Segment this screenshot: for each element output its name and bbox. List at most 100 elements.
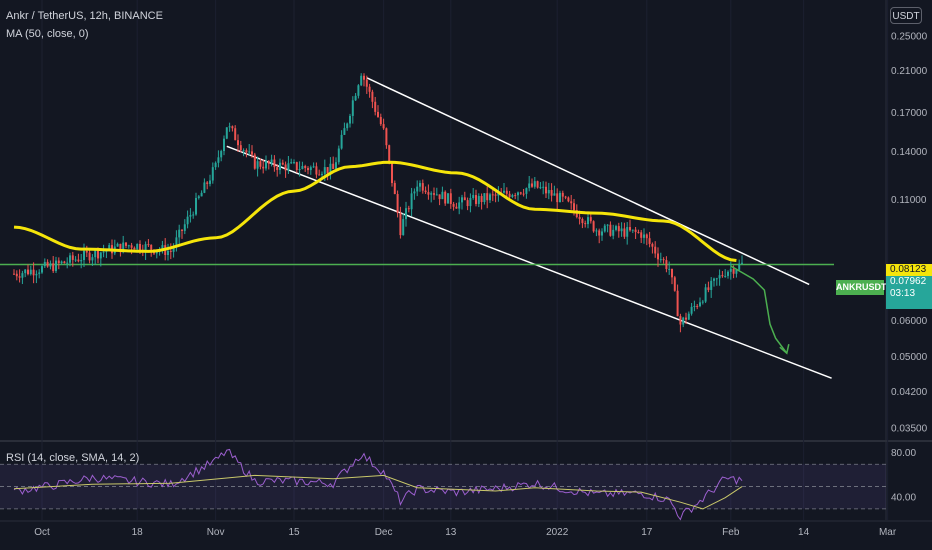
candle-body xyxy=(55,260,57,272)
candle-body xyxy=(99,252,102,259)
candle-body xyxy=(85,250,88,253)
candle-body xyxy=(528,183,531,189)
candle-body xyxy=(80,260,83,262)
candle-body xyxy=(673,277,676,291)
candle-body xyxy=(108,245,111,251)
candle-body xyxy=(441,191,444,200)
candle-body xyxy=(13,273,15,275)
candle-body xyxy=(721,275,724,277)
candle-body xyxy=(584,223,587,225)
candle-body xyxy=(270,159,273,164)
candle-body xyxy=(295,162,298,171)
candle-body xyxy=(438,194,441,200)
time-tick-label: 13 xyxy=(445,527,457,538)
candle-body xyxy=(536,181,539,188)
candle-body xyxy=(307,168,309,171)
candle-body xyxy=(682,317,685,325)
candle-body xyxy=(35,273,38,276)
candle-body xyxy=(150,244,153,250)
price-tick-label: 0.25000 xyxy=(891,31,928,42)
candle-body xyxy=(615,226,617,230)
candle-body xyxy=(531,183,533,187)
channel-lower-line[interactable] xyxy=(226,145,832,379)
candle-body xyxy=(256,161,259,169)
candle-body xyxy=(91,257,94,261)
candle-body xyxy=(209,180,211,184)
candle-body xyxy=(391,161,393,184)
candle-body xyxy=(567,197,570,202)
candle-body xyxy=(603,225,606,232)
candle-body xyxy=(617,226,620,232)
candle-body xyxy=(729,268,732,272)
channel-upper-line[interactable] xyxy=(366,77,810,286)
candle-body xyxy=(623,228,626,237)
candle-body xyxy=(385,128,388,146)
rsi-tick-label: 40.00 xyxy=(891,493,916,504)
candle-body xyxy=(687,313,690,320)
candle-body xyxy=(665,260,668,269)
price-tick-label: 0.04200 xyxy=(891,387,928,398)
currency-selector[interactable]: USDT xyxy=(890,7,922,24)
candle-body xyxy=(508,193,511,197)
candle-body xyxy=(503,190,505,193)
candle-body xyxy=(483,193,486,203)
projection-arrow[interactable] xyxy=(730,265,788,354)
candle-body xyxy=(206,182,209,184)
candle-body xyxy=(323,167,326,174)
candle-body xyxy=(626,227,629,237)
candle-body xyxy=(486,193,489,201)
candle-body xyxy=(587,217,589,225)
projection-arrow-head xyxy=(779,344,790,355)
candle-body xyxy=(449,193,452,204)
candle-body xyxy=(399,212,402,236)
candle-body xyxy=(214,162,217,168)
candle-body xyxy=(60,261,63,264)
channel-layer xyxy=(226,77,832,379)
candle-body xyxy=(262,166,265,169)
candle-body xyxy=(337,148,340,163)
candle-body xyxy=(379,116,382,125)
candle-body xyxy=(542,186,545,188)
last-price-value: 0.07962 xyxy=(890,276,927,287)
candle-body xyxy=(287,163,290,171)
candle-body xyxy=(676,290,679,317)
candle-body xyxy=(284,164,287,171)
candle-body xyxy=(136,243,139,250)
candle-body xyxy=(662,259,665,261)
candle-body xyxy=(18,276,21,278)
time-tick-label: 17 xyxy=(641,527,653,538)
candle-body xyxy=(480,195,483,203)
candle-body xyxy=(631,229,634,231)
candle-body xyxy=(365,79,368,87)
candle-body xyxy=(710,280,713,290)
candle-body xyxy=(94,250,97,258)
candle-body xyxy=(727,271,729,276)
candle-body xyxy=(553,193,556,196)
candle-body xyxy=(242,150,245,152)
candle-body xyxy=(29,269,32,275)
candle-body xyxy=(452,203,455,207)
candle-body xyxy=(637,231,640,233)
candle-body xyxy=(533,181,536,187)
candle-body xyxy=(444,191,447,204)
candle-body xyxy=(525,188,528,194)
candle-body xyxy=(707,287,710,290)
candle-body xyxy=(102,251,105,253)
candle-body xyxy=(410,193,413,210)
candle-body xyxy=(360,75,363,86)
candle-body xyxy=(472,195,475,198)
time-tick-label: Feb xyxy=(722,527,740,538)
candle-body xyxy=(427,192,430,195)
candle-body xyxy=(267,161,270,164)
candle-body xyxy=(74,259,77,261)
candle-body xyxy=(690,306,693,314)
candle-body xyxy=(724,275,727,277)
rsi-indicator-legend[interactable]: RSI (14, close, SMA, 14, 2) xyxy=(6,452,140,464)
price-tick-label: 0.03500 xyxy=(891,423,928,434)
candle-body xyxy=(519,192,522,194)
ma-indicator-legend[interactable]: MA (50, close, 0) xyxy=(6,28,89,40)
candle-body xyxy=(125,242,127,246)
time-tick-label: Nov xyxy=(207,527,225,538)
price-tick-label: 0.14000 xyxy=(891,147,928,158)
